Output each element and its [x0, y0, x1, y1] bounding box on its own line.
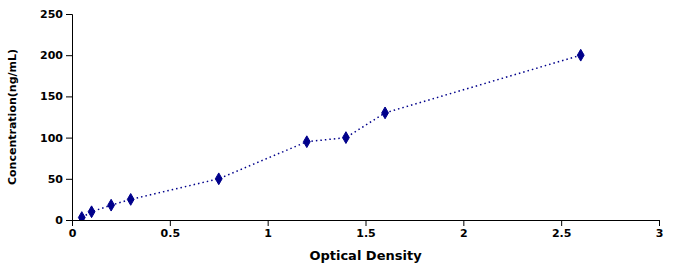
x-tick: 0.5 — [161, 220, 181, 240]
x-tick-label: 2 — [460, 227, 468, 240]
x-axis: 0 0.5 1 1.5 2 2.5 3 — [69, 220, 664, 240]
y-axis-line — [66, 15, 73, 221]
x-tick: 1.5 — [356, 220, 376, 240]
x-tick-label: 0.5 — [161, 227, 181, 240]
x-tick: 0 — [69, 220, 77, 240]
y-tick-label: 150 — [40, 90, 63, 103]
marks — [78, 49, 584, 220]
x-tick: 2 — [460, 220, 468, 240]
y-tick: 100 — [40, 132, 72, 145]
x-tick: 1 — [264, 220, 272, 240]
y-tick-label: 50 — [48, 173, 64, 186]
y-axis-title: Concentration(ng/mL) — [6, 49, 19, 185]
y-tick: 50 — [48, 173, 72, 186]
y-tick-mark — [66, 96, 72, 97]
point — [78, 212, 85, 220]
point — [88, 206, 95, 218]
x-tick-mark — [170, 220, 171, 226]
point — [382, 107, 389, 119]
y-tick-mark — [66, 220, 72, 221]
plot-area: 0 0.5 1 1.5 2 2.5 3 0 50 100 150 200 250 — [40, 8, 663, 240]
y-tick: 150 — [40, 90, 72, 103]
x-tick-label: 2.5 — [552, 227, 572, 240]
x-tick-label: 1 — [264, 227, 272, 240]
y-tick: 250 — [40, 8, 72, 21]
x-axis-line — [73, 221, 660, 227]
x-axis-title: Optical Density — [309, 248, 422, 263]
y-axis: 0 50 100 150 200 250 — [40, 8, 72, 227]
point — [343, 132, 350, 144]
x-tick-mark — [561, 220, 562, 226]
line — [82, 55, 581, 217]
x-tick: 3 — [656, 220, 664, 240]
y-tick: 0 — [55, 214, 72, 227]
point — [127, 194, 134, 206]
point — [577, 49, 584, 61]
chart: 0 0.5 1 1.5 2 2.5 3 0 50 100 150 200 250 Optical Dens… — [0, 0, 689, 272]
point — [303, 136, 310, 148]
y-tick-label: 200 — [40, 49, 63, 62]
x-tick-mark — [366, 220, 367, 226]
y-tick-mark — [66, 138, 72, 139]
x-tick-mark — [268, 220, 269, 226]
x-tick-label: 3 — [656, 227, 664, 240]
x-tick-label: 1.5 — [356, 227, 376, 240]
y-tick: 200 — [40, 49, 72, 62]
y-tick-label: 100 — [40, 132, 63, 145]
x-tick: 2.5 — [552, 220, 572, 240]
x-tick-label: 0 — [69, 227, 77, 240]
point — [215, 173, 222, 185]
point — [108, 199, 115, 211]
y-tick-label: 250 — [40, 8, 63, 21]
y-tick-mark — [66, 14, 72, 15]
y-tick-label: 0 — [55, 214, 63, 227]
x-tick-mark — [659, 220, 660, 226]
x-tick-mark — [463, 220, 464, 226]
y-tick-mark — [66, 179, 72, 180]
y-tick-mark — [66, 55, 72, 56]
